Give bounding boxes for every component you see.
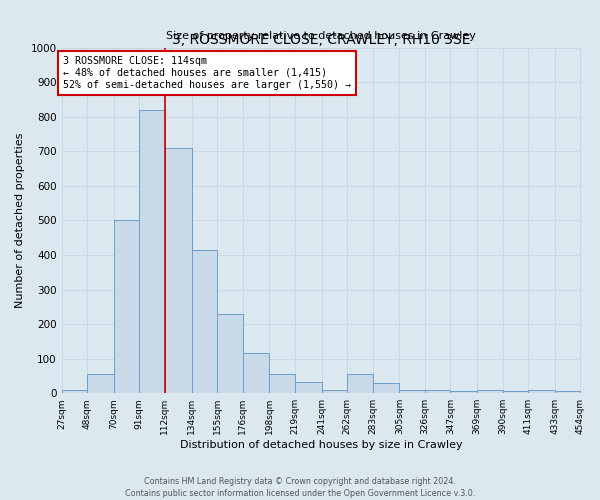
Bar (425, 390, 451, 393)
Bar (322, 390, 347, 393)
Bar (114, 220, 139, 393)
Text: Contains HM Land Registry data © Crown copyright and database right 2024.
Contai: Contains HM Land Registry data © Crown c… (125, 476, 475, 498)
Bar (191, 250, 217, 393)
Bar (347, 374, 373, 393)
Bar (503, 392, 528, 393)
Bar (477, 390, 503, 393)
Title: 3, ROSSMORE CLOSE, CRAWLEY, RH10 3SE: 3, ROSSMORE CLOSE, CRAWLEY, RH10 3SE (172, 32, 470, 46)
Bar (451, 392, 477, 393)
Bar (400, 390, 425, 393)
Y-axis label: Number of detached properties: Number of detached properties (15, 133, 25, 308)
Text: 3 ROSSMORE CLOSE: 114sqm
← 48% of detached houses are smaller (1,415)
52% of sem: 3 ROSSMORE CLOSE: 114sqm ← 48% of detach… (63, 56, 351, 90)
Bar (87, 374, 114, 393)
Text: Size of property relative to detached houses in Crawley: Size of property relative to detached ho… (166, 31, 476, 41)
Bar (269, 374, 295, 393)
Bar (165, 148, 191, 393)
Bar (555, 392, 580, 393)
Bar (373, 383, 400, 393)
Bar (62, 390, 87, 393)
Bar (528, 390, 555, 393)
Bar (242, 354, 269, 393)
Bar (295, 382, 322, 393)
X-axis label: Distribution of detached houses by size in Crawley: Distribution of detached houses by size … (180, 440, 463, 450)
Bar (139, 110, 165, 393)
Bar (217, 314, 242, 393)
